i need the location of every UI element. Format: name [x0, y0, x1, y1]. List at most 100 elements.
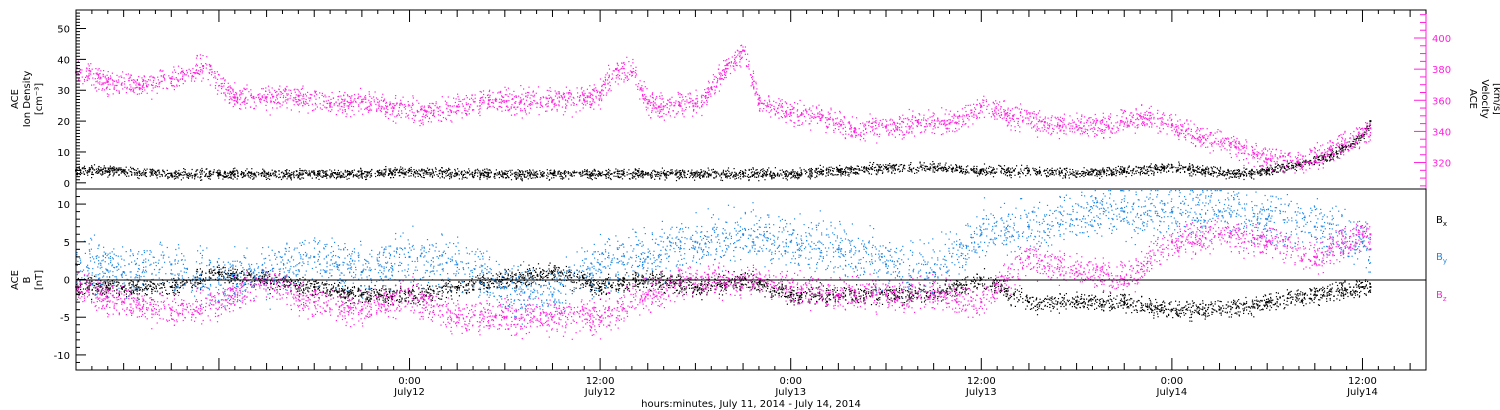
- velocity-sample: [576, 103, 578, 106]
- ion-density-sample: [579, 171, 581, 174]
- velocity-sample: [777, 107, 779, 109]
- ion-density-sample: [304, 172, 307, 174]
- ion-density-sample: [201, 171, 203, 173]
- velocity-sample: [1031, 112, 1033, 114]
- ion-density-sample: [469, 174, 471, 176]
- ion-density-sample: [126, 175, 128, 177]
- ion-density-sample: [1243, 175, 1245, 177]
- ion-density-sample: [332, 175, 334, 177]
- velocity-sample: [299, 103, 301, 105]
- ion-density-sample: [208, 176, 211, 178]
- ion-density-sample: [869, 167, 872, 169]
- ion-density-sample: [799, 167, 801, 169]
- ion-density-sample: [825, 175, 827, 177]
- ion-density-sample: [1039, 166, 1041, 168]
- ion-density-sample: [308, 170, 310, 172]
- ion-density-sample: [340, 176, 342, 179]
- ion-density-sample: [1100, 173, 1102, 175]
- ion-density-sample: [1179, 168, 1181, 170]
- ion-density-sample: [508, 176, 510, 179]
- ion-density-sample: [461, 178, 463, 180]
- velocity-sample: [489, 99, 492, 101]
- ion-density-sample: [941, 167, 943, 169]
- ion-density-sample: [270, 175, 272, 177]
- ion-density-sample: [974, 172, 976, 174]
- ion-density-sample: [104, 171, 106, 173]
- velocity-sample: [399, 103, 401, 105]
- ion-density-sample: [226, 172, 229, 174]
- ion-density-sample: [1232, 173, 1234, 176]
- velocity-sample: [1341, 136, 1343, 138]
- velocity-sample: [427, 105, 429, 107]
- ion-density-sample: [337, 175, 339, 178]
- ion-density-sample: [739, 171, 741, 174]
- ion-density-sample: [769, 173, 771, 175]
- velocity-sample: [688, 106, 691, 108]
- ion-density-sample: [332, 172, 334, 174]
- ion-density-sample: [814, 170, 816, 172]
- ion-density-sample: [99, 170, 101, 172]
- ion-density-sample: [952, 171, 954, 173]
- ion-density-sample: [979, 173, 981, 175]
- ion-density-sample: [1124, 171, 1126, 173]
- ion-density-sample: [136, 173, 138, 175]
- velocity-sample: [605, 74, 607, 76]
- ion-density-sample: [1310, 160, 1312, 162]
- ion-density-sample: [752, 167, 754, 169]
- ion-density-sample: [1239, 172, 1241, 174]
- ion-density-sample: [561, 176, 563, 178]
- ion-density-sample: [790, 177, 792, 179]
- ion-density-sample: [1135, 172, 1137, 174]
- velocity-sample: [1016, 117, 1018, 119]
- ion-density-sample: [983, 168, 985, 170]
- velocity-point: [233, 96, 236, 99]
- ion-density-sample: [570, 173, 572, 175]
- ion-density-sample: [1318, 159, 1320, 161]
- ion-density-sample: [105, 167, 107, 169]
- velocity-sample: [557, 91, 559, 93]
- ion-density-sample: [258, 174, 260, 176]
- ion-density-sample: [401, 173, 403, 175]
- ion-density-sample: [866, 170, 868, 172]
- velocity-sample: [214, 85, 217, 87]
- ion-density-sample: [385, 166, 387, 168]
- ion-density-sample: [186, 176, 188, 178]
- ion-density-sample: [879, 167, 881, 169]
- velocity-sample: [565, 86, 567, 88]
- ion-density-sample: [507, 175, 509, 178]
- ion-density-sample: [591, 170, 594, 172]
- velocity-sample: [644, 99, 646, 101]
- velocity-sample: [1275, 171, 1277, 173]
- ion-density-sample: [112, 171, 114, 173]
- ion-density-sample: [1356, 137, 1359, 139]
- ion-density-sample: [1120, 172, 1122, 174]
- ion-density-sample: [609, 177, 612, 180]
- ion-density-sample: [474, 169, 476, 172]
- ion-density-sample: [324, 175, 326, 177]
- ion-density-sample: [1363, 131, 1365, 133]
- ion-density-sample: [572, 171, 574, 173]
- ion-density-sample: [223, 176, 225, 178]
- ion-density-sample: [470, 173, 472, 175]
- velocity-sample: [725, 72, 727, 74]
- ion-density-sample: [1109, 168, 1111, 170]
- velocity-sample: [554, 104, 556, 106]
- ion-density-sample: [187, 177, 190, 179]
- velocity-sample: [997, 109, 999, 111]
- ion-density-sample: [585, 172, 588, 174]
- velocity-sample: [138, 88, 140, 90]
- velocity-sample: [995, 111, 997, 113]
- ion-density-sample: [930, 167, 932, 170]
- velocity-sample: [519, 100, 521, 102]
- velocity-sample: [82, 83, 84, 85]
- velocity-sample: [195, 65, 197, 67]
- velocity-sample: [825, 132, 827, 134]
- ion-density-sample: [1013, 170, 1015, 172]
- ion-density-sample: [715, 173, 717, 175]
- velocity-sample: [591, 97, 593, 100]
- ion-density-sample: [1192, 166, 1194, 168]
- velocity-sample: [774, 114, 776, 116]
- ion-density-sample: [593, 170, 595, 172]
- ion-density-sample: [1235, 176, 1237, 178]
- ion-density-sample: [1360, 137, 1362, 139]
